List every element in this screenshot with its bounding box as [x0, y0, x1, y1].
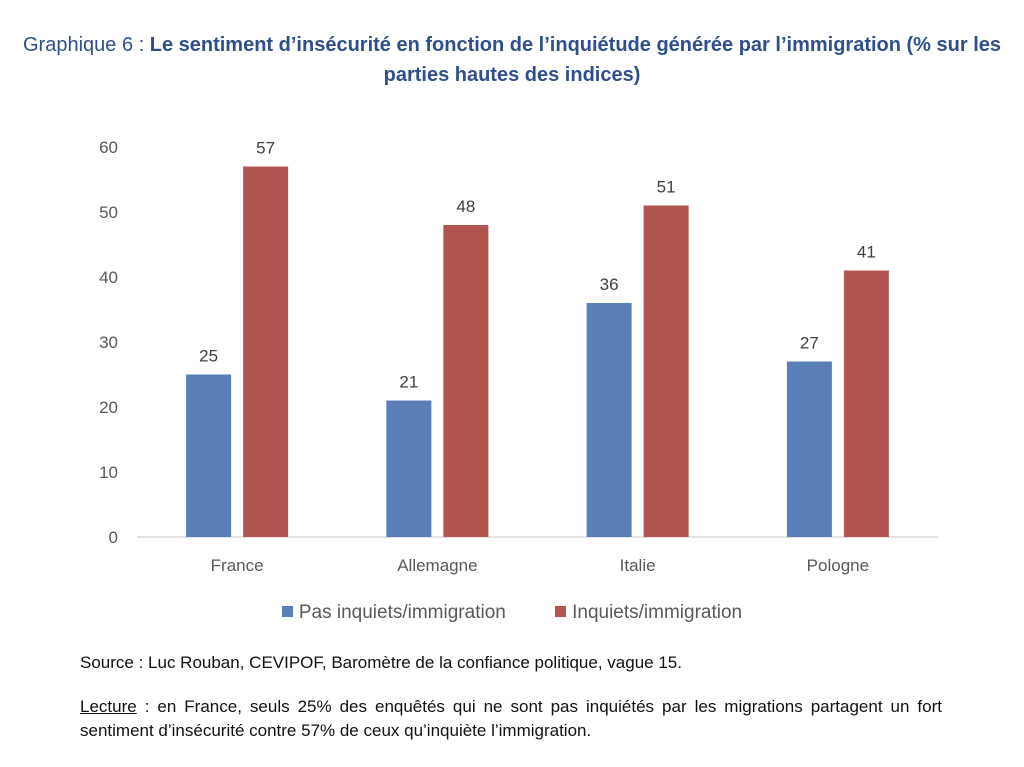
y-tick-label: 20: [99, 398, 118, 417]
y-tick-label: 60: [99, 138, 118, 157]
data-label: 27: [800, 334, 819, 353]
data-label: 41: [857, 243, 876, 262]
data-label: 21: [399, 373, 418, 392]
bar-pas-inquiets-france: [186, 374, 232, 537]
legend-label: Inquiets/immigration: [572, 602, 743, 623]
data-label: 36: [600, 275, 619, 294]
data-label: 51: [657, 178, 676, 197]
bar-pas-inquiets-pologne: [786, 361, 832, 537]
reading-note-text: : en France, seuls 25% des enquêtés qui …: [80, 697, 942, 740]
chart-title-main: Le sentiment d’insécurité en fonction de…: [149, 34, 1002, 86]
x-tick-label: France: [211, 556, 264, 575]
y-tick-label: 50: [99, 203, 118, 222]
x-tick-label: Allemagne: [397, 556, 477, 575]
data-label: 48: [456, 197, 475, 216]
chart-title-prefix: Graphique 6 :: [22, 34, 150, 56]
y-tick-label: 0: [109, 528, 118, 547]
legend-label: Pas inquiets/immigration: [298, 602, 506, 623]
bar-inquiets-allemagne: [443, 225, 489, 537]
bar-pas-inquiets-allemagne: [386, 400, 432, 537]
chart-title: Graphique 6 : Le sentiment d’insécurité …: [0, 30, 1024, 90]
x-tick-label: Pologne: [807, 556, 869, 575]
bar-chart: 0 10 20 30 40 50 60 25 57 21 48 36 51 27 41 France All…: [99, 138, 938, 575]
legend-swatch-blue: [281, 606, 293, 617]
data-label: 57: [256, 139, 275, 158]
bar-inquiets-italie: [643, 205, 689, 537]
reading-note: Lecture : en France, seuls 25% des enquê…: [80, 695, 942, 743]
bar-pas-inquiets-italie: [586, 303, 632, 537]
reading-note-label: Lecture: [80, 697, 137, 716]
y-axis: 0 10 20 30 40 50 60: [99, 138, 118, 547]
y-tick-label: 30: [99, 333, 118, 352]
bars-group: [186, 166, 889, 537]
source-note: Source : Luc Rouban, CEVIPOF, Baromètre …: [80, 653, 682, 672]
legend-item-inquiets: Inquiets/immigration: [555, 602, 742, 624]
legend: Pas inquiets/immigration Inquiets/immigr…: [0, 602, 1024, 624]
bar-inquiets-pologne: [843, 270, 889, 537]
data-labels-group: 25 57 21 48 36 51 27 41: [199, 139, 876, 392]
bar-inquiets-france: [243, 166, 289, 537]
data-label: 25: [199, 347, 218, 366]
legend-swatch-red: [555, 606, 567, 617]
y-tick-label: 10: [99, 463, 118, 482]
y-tick-label: 40: [99, 268, 118, 287]
x-tick-label: Italie: [620, 556, 656, 575]
x-axis: France Allemagne Italie Pologne: [211, 556, 869, 575]
legend-item-pas-inquiets: Pas inquiets/immigration: [281, 602, 506, 624]
